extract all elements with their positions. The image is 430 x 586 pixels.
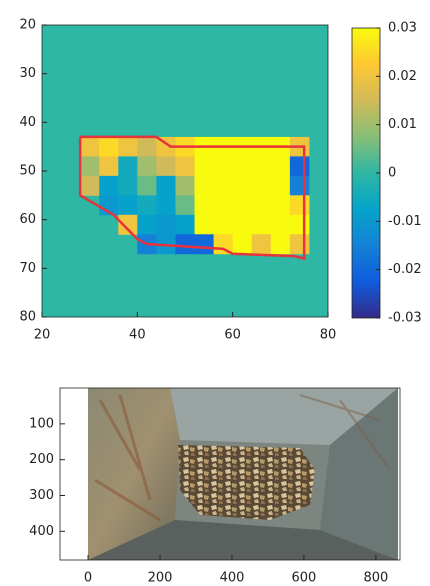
axes-frame [59, 387, 401, 561]
heatmap-cell [213, 214, 234, 235]
y-tick-label: 400 [29, 524, 54, 539]
heatmap-cell [251, 234, 272, 255]
y-tick-label: 200 [29, 452, 54, 467]
heatmap-cell [156, 175, 176, 196]
heatmap-cell [99, 136, 119, 157]
heatmap-cell [289, 175, 310, 196]
x-tick-label: 40 [129, 328, 146, 343]
photo [88, 388, 398, 560]
heatmap-cell [137, 214, 157, 235]
heatmap-cell [270, 214, 291, 235]
y-tick-label: 300 [29, 488, 54, 503]
heatmap-cell [99, 156, 119, 177]
heatmap-cell [137, 175, 157, 196]
y-tick-label: 50 [19, 164, 36, 179]
heatmap-cell [232, 175, 253, 196]
colorbar-tick-label: -0.01 [388, 214, 422, 229]
heatmap-cell [156, 136, 176, 157]
heatmap-cell [156, 156, 176, 177]
heatmap-cell [175, 214, 196, 235]
x-tick-label: 60 [224, 328, 241, 343]
heatmap-cell [118, 195, 138, 216]
y-tick-label: 70 [19, 261, 36, 276]
colorbar-tick-label: -0.03 [388, 311, 422, 326]
heatmap-cell [118, 156, 138, 177]
x-tick-label: 0 [84, 571, 92, 586]
heatmap-cell [156, 195, 176, 216]
heatmap-cell [80, 156, 100, 177]
heatmap-cell [118, 214, 138, 235]
x-tick-label: 600 [292, 571, 317, 586]
heatmap-cell [289, 156, 310, 177]
heatmap-cell [289, 214, 310, 235]
colorbar-tick-label: -0.02 [388, 262, 422, 277]
heatmap-cell [118, 175, 138, 196]
colorbar-tick-label: 0.02 [388, 69, 417, 84]
heatmap-cell [137, 156, 157, 177]
heatmap-cell [156, 214, 176, 235]
heatmap-cell [80, 175, 100, 196]
y-tick-label: 30 [19, 66, 36, 81]
y-tick-label: 40 [19, 115, 36, 130]
heatmap-cell [137, 136, 157, 157]
heatmap-cell [251, 175, 272, 196]
heatmap-cell [80, 136, 100, 157]
heatmap-cell [289, 234, 310, 255]
y-tick-label: 60 [19, 212, 36, 227]
heatmap-cell [213, 156, 234, 177]
heatmap-cell [194, 195, 215, 216]
colorbar-tick-label: 0.01 [388, 117, 417, 132]
heatmap-cell [289, 195, 310, 216]
colorbar-tick-label: 0.03 [388, 21, 417, 36]
heatmap-cell [194, 214, 215, 235]
heatmap-cell [194, 234, 215, 255]
x-tick-label: 800 [363, 571, 388, 586]
y-tick-label: 80 [19, 310, 36, 325]
heatmap-cell [232, 214, 253, 235]
y-tick-label: 100 [29, 416, 54, 431]
x-tick-label: 200 [148, 571, 173, 586]
heatmap-cell [251, 156, 272, 177]
heatmap-cell [118, 136, 138, 157]
heatmap-cell [175, 195, 196, 216]
region-outline [78, 135, 306, 261]
colorbar [351, 27, 381, 319]
heatmap-cell [213, 195, 234, 216]
colorbar-tick-label: 0 [388, 166, 396, 181]
heatmap-cell [175, 175, 196, 196]
heatmap-cell [232, 195, 253, 216]
heatmap-cell [270, 175, 291, 196]
heatmap-cell [175, 234, 196, 255]
heatmap-cell [270, 195, 291, 216]
heatmap-cell [194, 175, 215, 196]
x-tick-label: 400 [220, 571, 245, 586]
heatmap-cell [232, 234, 253, 255]
heatmap-cell [213, 175, 234, 196]
y-tick-label: 20 [19, 18, 36, 33]
x-tick-label: 80 [320, 328, 337, 343]
heatmap-cell [251, 195, 272, 216]
x-tick-label: 20 [34, 328, 51, 343]
heatmap-cell [99, 175, 119, 196]
heatmap-cell [194, 156, 215, 177]
heatmap-cell [137, 195, 157, 216]
heatmap-cell [175, 156, 196, 177]
heatmap-cell [232, 156, 253, 177]
heatmap-cell [251, 214, 272, 235]
heatmap-cell [270, 234, 291, 255]
heatmap-cell [270, 156, 291, 177]
